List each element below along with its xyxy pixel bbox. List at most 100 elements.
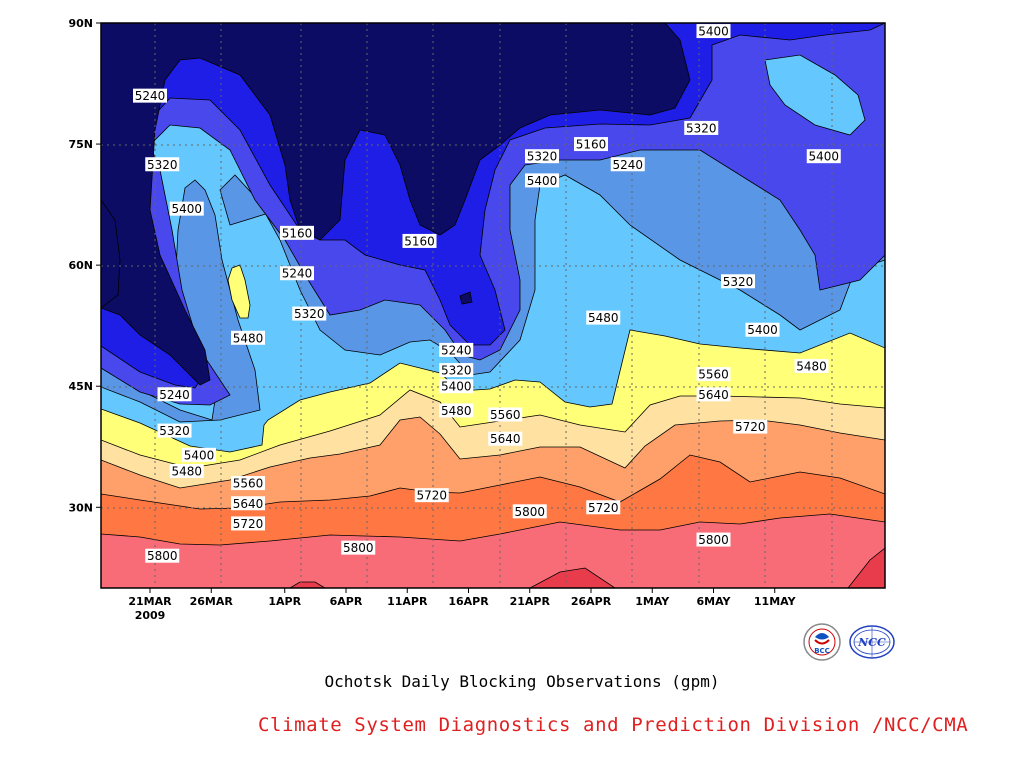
contour-label: 5320 [721,274,755,289]
contour-label-value: 5400 [747,323,778,337]
contour-label: 5400 [525,173,559,188]
contour-label-value: 5480 [171,464,202,478]
band-below-5160-west [101,199,121,309]
contour-labels: 5240 5320 5400 5480 5240 5320 5400 5480 5560 5640… [133,24,841,563]
contour-label: 5400 [745,322,780,337]
contour-label-box [231,330,265,345]
x-axis-year-label: 2009 [135,609,166,622]
contour-label-value: 5400 [808,150,839,164]
band-5160-small-cell [459,291,473,305]
contour-label-box [402,233,437,248]
contour-label-box [414,488,449,503]
contour-label: 5720 [414,488,449,503]
contour-label-value: 5480 [796,360,827,374]
plot-frame [100,22,886,589]
contour-label-box [488,431,523,446]
contour-label-box [696,387,731,402]
contour-label: 5720 [733,419,768,434]
agency-logos: BCC NCC [803,623,895,661]
contour-label-box [157,423,192,438]
contour-label-box [231,496,265,511]
contour-label: 5800 [696,532,731,547]
ncc-logo: NCC [849,625,895,659]
y-axis: 30N 45N 60N 75N 90N [68,17,101,514]
contour-label: 5320 [525,149,559,164]
contour-label: 5480 [439,403,474,418]
contour-label-box [341,540,376,555]
contour-label: 5640 [231,496,265,511]
contour-label-value: 5800 [147,549,178,563]
contour-label: 5320 [157,423,192,438]
contour-label-box [182,447,216,462]
contour-label-box [169,463,204,478]
band-below-5160 [101,23,691,386]
contour-label-value: 5320 [723,275,754,289]
contour-label-value: 5160 [282,226,313,240]
x-tick-label: 11APR [387,595,428,608]
contour-label-box [733,419,768,434]
contour-label: 5400 [696,24,731,39]
x-tick-label: 1MAY [635,595,670,608]
bcc-logo-text: BCC [814,647,830,655]
grid-lines [101,23,885,588]
contour-label-box [696,367,731,382]
contour-label-value: 5480 [233,331,264,345]
contour-label-box [586,310,621,325]
chart-title: Ochotsk Daily Blocking Observations (gpm… [324,672,720,691]
x-tick-label: 11MAY [754,595,797,608]
contour-label-box [794,359,829,374]
contour-label-value: 5640 [698,388,729,402]
y-tick-label: 90N [68,17,93,30]
contour-label-box [145,548,180,563]
contour-label: 5240 [280,266,314,281]
contour-label-box [439,403,474,418]
contour-label-box [133,88,167,103]
y-tick-label: 30N [68,501,93,514]
band-5480-5560-pocket [227,264,251,319]
contour-label-value: 5640 [490,432,521,446]
contour-label: 5480 [794,359,829,374]
contour-label-value: 5400 [527,174,558,188]
contour-label-box [280,225,314,240]
contour-label: 5240 [133,88,167,103]
contour-label-value: 5480 [441,404,472,418]
contour-label-value: 5720 [416,489,447,503]
contour-label-value: 5560 [233,477,264,491]
contour-label-box [745,322,780,337]
contour-label: 5320 [145,157,180,172]
x-tick-label: 26APR [571,595,612,608]
contour-label: 5320 [292,306,327,321]
contour-label: 5320 [684,120,719,135]
contour-label-value: 5400 [441,380,472,394]
contour-label-box [280,266,314,281]
contour-label: 5480 [169,463,204,478]
contour-label: 5720 [231,516,265,531]
contour-label-box [721,274,755,289]
contour-label-value: 5320 [686,121,717,135]
contour-label-value: 5560 [698,368,729,382]
contour-label-box [439,342,474,357]
contour-label: 5720 [586,500,621,515]
contour-label: 5560 [696,367,731,382]
contour-label-value: 5720 [233,517,264,531]
contour-label-value: 5800 [698,533,729,547]
contour-label-box [231,516,265,531]
contour-label-box [696,24,731,39]
contour-label-value: 5560 [490,408,521,422]
contour-label-box [586,500,621,515]
contour-label-box [488,407,523,422]
bcc-logo: BCC [803,623,841,661]
y-tick-label: 75N [68,138,93,151]
contour-label: 5640 [488,431,523,446]
contour-label: 5320 [439,363,474,378]
contour-label-value: 5160 [576,138,607,152]
contour-label-value: 5320 [294,307,325,321]
contour-label-box [169,201,204,216]
contour-label: 5560 [231,476,265,491]
contour-label-value: 5240 [159,388,190,402]
x-tick-label: 6MAY [696,595,731,608]
contour-label-value: 5240 [441,343,472,357]
contour-label-value: 5480 [588,311,619,325]
contour-label-box [806,149,841,164]
